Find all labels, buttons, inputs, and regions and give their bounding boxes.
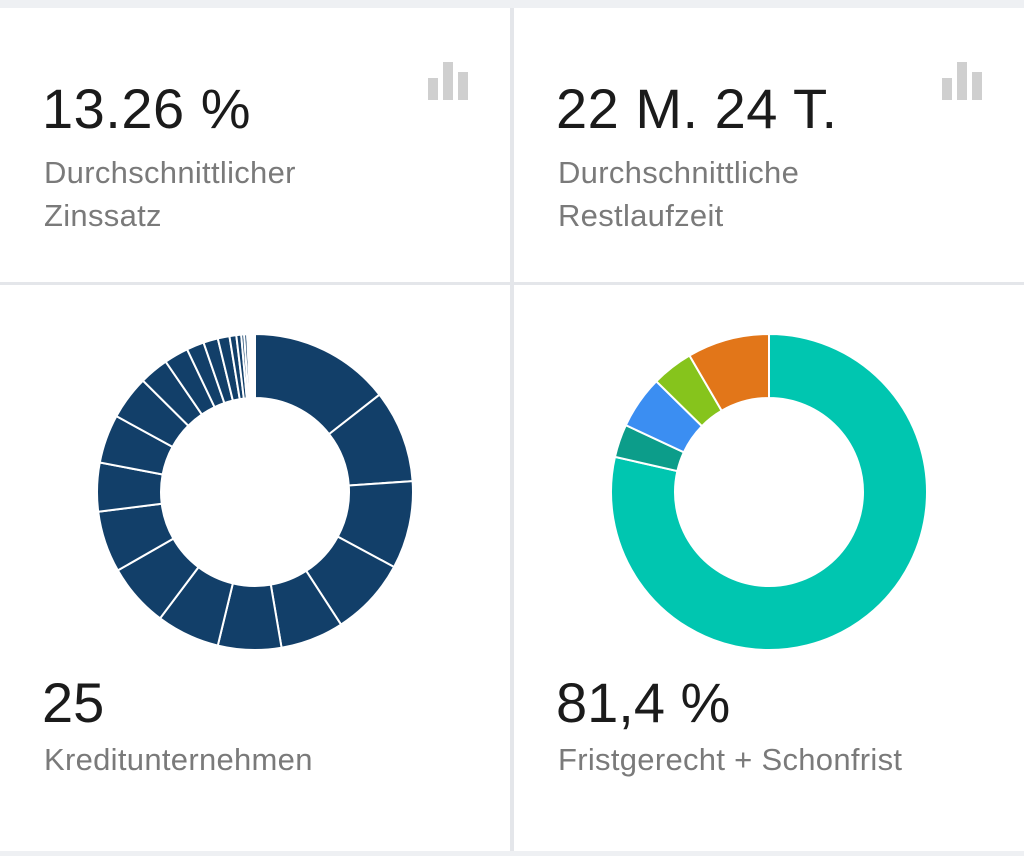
remaining-term-label: Durchschnittliche Restlaufzeit — [558, 155, 800, 233]
interest-rate-card[interactable]: 13.26 % Durchschnittlicher Zinssatz — [0, 8, 510, 282]
bar-chart-icon[interactable] — [426, 58, 470, 102]
donut-slice — [610, 332, 928, 651]
bar-chart-icon[interactable] — [940, 58, 984, 102]
on-time-donut-chart — [610, 332, 928, 651]
on-time-value: 81,4 % — [556, 671, 731, 734]
donut-slice — [252, 332, 256, 400]
on-time-label: Fristgerecht + Schonfrist — [558, 742, 903, 777]
interest-rate-label: Durchschnittlicher Zinssatz — [44, 155, 296, 233]
dashboard-grid: 13.26 % Durchschnittlicher Zinssatz 22 M… — [0, 8, 1024, 851]
on-time-card[interactable]: 81,4 % Fristgerecht + Schonfrist — [514, 285, 1024, 851]
donut-slice — [688, 332, 770, 413]
remaining-term-value: 22 M. 24 T. — [556, 77, 838, 140]
remaining-term-card[interactable]: 22 M. 24 T. Durchschnittliche Restlaufze… — [514, 8, 1024, 282]
lenders-card[interactable]: 25 Kreditunternehmen — [0, 285, 510, 851]
lenders-count-value: 25 — [42, 671, 105, 734]
lenders-donut-chart — [96, 332, 414, 651]
lenders-count-label: Kreditunternehmen — [44, 742, 313, 777]
interest-rate-value: 13.26 % — [42, 77, 251, 140]
